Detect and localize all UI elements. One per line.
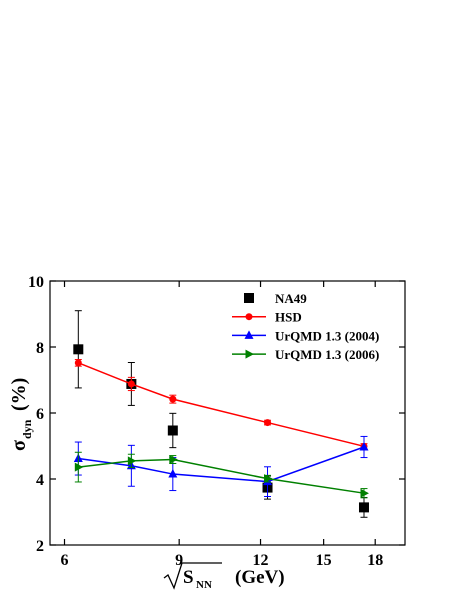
data-point [358, 502, 369, 513]
legend-label: UrQMD 1.3 (2006) [275, 347, 379, 362]
legend-marker [245, 313, 253, 321]
x-tick-label: 15 [316, 552, 332, 569]
legend-marker [244, 330, 254, 339]
x-label: S [183, 567, 194, 588]
legend-label: HSD [275, 310, 302, 325]
data-point [167, 425, 178, 436]
y-tick-label: 6 [36, 406, 44, 423]
data-point [73, 344, 84, 355]
data-point [264, 419, 272, 427]
data-point [359, 441, 369, 451]
x-label-sub: NN [196, 579, 212, 591]
x-tick-label: 6 [61, 552, 69, 569]
x-label-unit: (GeV) [235, 567, 285, 588]
x-tick-label: 18 [367, 552, 383, 569]
series-line [78, 362, 365, 448]
data-point [360, 488, 369, 498]
legend-label: NA49 [275, 291, 307, 306]
y-tick-label: 8 [36, 340, 44, 357]
y-axis-title: σ dyn (%) [8, 378, 34, 451]
y-tick-label: 10 [28, 274, 44, 291]
data-point [169, 455, 178, 465]
data-point [168, 469, 178, 478]
x-tick-label: 12 [253, 552, 269, 569]
y-tick-label: 4 [36, 472, 44, 489]
data-point [74, 462, 84, 472]
data-point [264, 474, 273, 484]
data-point [74, 359, 82, 367]
legend-label: UrQMD 1.3 (2004) [275, 328, 379, 343]
y-label-unit: (%) [8, 378, 30, 411]
y-tick-label: 2 [36, 538, 44, 555]
data-point [169, 395, 177, 403]
y-label: σ [8, 440, 30, 451]
y-label-sub: dyn [20, 419, 34, 439]
legend-marker [244, 293, 254, 303]
legend-marker [245, 349, 254, 359]
data-point [127, 456, 137, 466]
x-tick-label: 9 [175, 552, 183, 569]
radical-sign [163, 562, 222, 590]
data-point [127, 380, 135, 388]
series-line [78, 446, 365, 483]
